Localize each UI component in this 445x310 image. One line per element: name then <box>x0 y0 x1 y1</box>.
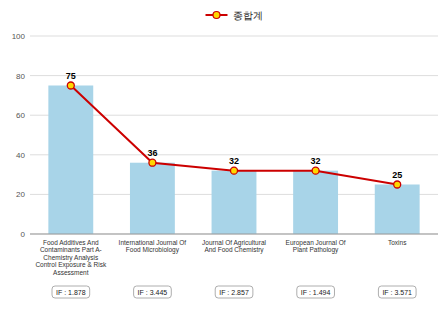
annotation-box <box>134 286 172 298</box>
x-tick-label-line: Contaminants Part A- <box>40 246 102 253</box>
y-tick-label: 20 <box>16 190 25 199</box>
x-tick-label: International Journal OfFood Microbiolog… <box>119 239 187 254</box>
data-label: 25 <box>392 170 402 180</box>
annotation-box <box>215 286 253 298</box>
bar <box>48 86 93 235</box>
x-tick-label-line: Food Microbiology <box>126 246 180 254</box>
marker <box>312 167 319 174</box>
x-tick-label: European Journal OfPlant Pathology <box>286 239 346 254</box>
legend-marker <box>213 12 220 19</box>
x-tick-label-line: Plant Pathology <box>293 246 339 254</box>
line <box>71 86 397 185</box>
marker <box>231 167 238 174</box>
marker <box>67 82 74 89</box>
annotation: IF : 3.445 <box>134 286 172 298</box>
annotation-box <box>378 286 416 298</box>
annotation-box <box>52 286 90 298</box>
x-tick-label: Food Additives AndContaminants Part A-Ch… <box>35 239 107 276</box>
bar <box>212 171 257 234</box>
bar <box>375 185 420 235</box>
x-tick-label: Toxins <box>388 239 407 246</box>
y-tick-label: 80 <box>16 72 25 81</box>
y-tick-label: 60 <box>16 111 25 120</box>
grid <box>30 36 438 234</box>
grid-line <box>30 75 438 76</box>
y-tick-label: 0 <box>21 230 26 239</box>
x-tick-label: Journal Of AgriculturalAnd Food Chemistr… <box>202 239 267 254</box>
annotation-box <box>297 286 335 298</box>
grid-line <box>30 36 438 37</box>
annotation-text: IF : 1.878 <box>56 289 86 296</box>
grid-line <box>30 234 438 235</box>
y-tick-label: 100 <box>12 32 26 41</box>
bar <box>130 163 175 234</box>
data-label: 75 <box>66 71 76 81</box>
annotation: IF : 1.878 <box>52 286 90 298</box>
annotation-text: IF : 1.494 <box>301 289 331 296</box>
annotation-text: IF : 3.445 <box>138 289 168 296</box>
bar <box>293 171 338 234</box>
x-axis-line <box>30 234 438 235</box>
x-tick-label-line: Toxins <box>388 239 407 246</box>
data-label: 32 <box>229 156 239 166</box>
data-label: 32 <box>311 156 321 166</box>
marker <box>149 159 156 166</box>
annotation: IF : 3.571 <box>378 286 416 298</box>
annotation-text: IF : 3.571 <box>382 289 412 296</box>
annotation-text: IF : 2.857 <box>219 289 249 296</box>
marks <box>48 82 419 234</box>
chart: 0 20 40 60 80 100 75 36 32 32 25 Food Additives And… <box>0 0 445 310</box>
annotation: IF : 1.494 <box>297 286 335 298</box>
x-tick-label-line: And Food Chemistry <box>204 246 264 254</box>
legend-label: 종합계 <box>233 10 263 21</box>
x-tick-label-line: International Journal Of <box>119 239 187 246</box>
y-tick-label: 40 <box>16 151 25 160</box>
legend: 종합계 <box>206 10 263 21</box>
annotation: IF : 2.857 <box>215 286 253 298</box>
x-tick-label-line: Assessment <box>53 269 89 276</box>
data-label: 36 <box>147 148 157 158</box>
x-tick-label-line: Food Additives And <box>43 239 99 246</box>
marker <box>394 181 401 188</box>
